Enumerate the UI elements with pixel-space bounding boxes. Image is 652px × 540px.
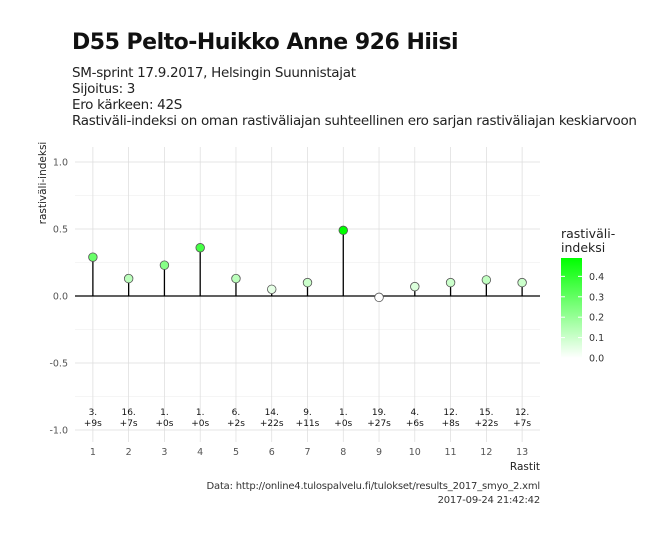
rank-label: 6. bbox=[232, 408, 241, 418]
x-tick-label: 8 bbox=[340, 447, 346, 458]
x-tick-label: 6 bbox=[269, 447, 275, 458]
data-point bbox=[88, 252, 98, 262]
x-tick-label: 9 bbox=[376, 447, 382, 458]
x-tick-label: 4 bbox=[197, 447, 203, 458]
x-axis: 1 2 3 4 5 6 7 8 9 10 11 12 13 bbox=[90, 447, 528, 458]
diff-label: +22s bbox=[475, 419, 499, 429]
rank-label: 16. bbox=[121, 408, 135, 418]
data-point bbox=[159, 260, 170, 270]
data-point bbox=[195, 243, 205, 253]
points bbox=[88, 225, 527, 303]
y-tick-label: 0.5 bbox=[53, 225, 68, 236]
x-tick-label: 3 bbox=[161, 447, 167, 458]
x-tick-label: 2 bbox=[126, 447, 132, 458]
y-tick-label: -0.5 bbox=[49, 359, 68, 370]
diff-label: +6s bbox=[406, 419, 424, 429]
diff-label: +22s bbox=[260, 419, 284, 429]
data-point bbox=[481, 275, 492, 285]
legend-colorbar bbox=[561, 258, 582, 358]
data-point bbox=[374, 292, 384, 303]
data-point bbox=[231, 273, 241, 284]
caption-source: Data: http://online4.tulospalvelu.fi/tul… bbox=[206, 481, 541, 492]
rank-label: 1. bbox=[160, 408, 169, 418]
legend-tick-label: 0.2 bbox=[589, 313, 604, 324]
legend: rastiväli-indeksi 0.4 0.3 0.2 0.1 0.0 bbox=[561, 226, 615, 365]
data-point bbox=[302, 277, 313, 288]
data-point bbox=[410, 281, 420, 292]
y-tick-label: 1.0 bbox=[53, 158, 68, 169]
diff-label: +9s bbox=[84, 419, 102, 429]
rank-label: 12. bbox=[515, 408, 529, 418]
chart-title: D55 Pelto-Huikko Anne 926 Hiisi bbox=[72, 30, 459, 55]
y-axis-label: rastiväli-indeksi bbox=[37, 142, 49, 225]
legend-tick-label: 0.4 bbox=[589, 272, 604, 283]
subtitle-gap: Ero kärkeen: 42S bbox=[72, 97, 183, 113]
rank-label: 9. bbox=[303, 408, 312, 418]
x-tick-label: 13 bbox=[516, 447, 528, 458]
x-tick-label: 7 bbox=[304, 447, 310, 458]
legend-title: rastiväli- bbox=[561, 226, 615, 241]
legend-tick-label: 0.3 bbox=[589, 292, 604, 303]
y-axis: 1.0 0.5 0.0 -0.5 -1.0 bbox=[49, 158, 68, 437]
legend-title: indeksi bbox=[561, 240, 605, 255]
diff-label: +0s bbox=[155, 419, 173, 429]
rank-label: 4. bbox=[411, 408, 420, 418]
diff-label: +7s bbox=[120, 419, 138, 429]
x-tick-label: 11 bbox=[445, 447, 457, 458]
diff-label: +0s bbox=[334, 419, 352, 429]
diff-label: +2s bbox=[227, 419, 245, 429]
data-point bbox=[338, 225, 348, 236]
rank-label: 14. bbox=[265, 408, 279, 418]
rank-label: 19. bbox=[372, 408, 386, 418]
x-tick-label: 10 bbox=[409, 447, 421, 458]
data-point bbox=[517, 277, 527, 288]
y-tick-label: -1.0 bbox=[49, 426, 68, 437]
rank-label: 12. bbox=[443, 408, 457, 418]
caption-timestamp: 2017-09-24 21:42:42 bbox=[437, 495, 541, 506]
x-tick-label: 5 bbox=[233, 447, 239, 458]
diff-label: +27s bbox=[367, 419, 391, 429]
diff-label: +7s bbox=[513, 419, 531, 429]
x-tick-label: 12 bbox=[480, 447, 492, 458]
diff-label: +8s bbox=[442, 419, 460, 429]
data-point bbox=[267, 284, 277, 295]
point-labels: 3.+9s16.+7s1.+0s1.+0s6.+2s14.+22s9.+11s1… bbox=[84, 408, 531, 429]
data-point bbox=[123, 273, 134, 284]
rank-label: 1. bbox=[196, 408, 205, 418]
subtitle-placement: Sijoitus: 3 bbox=[72, 81, 136, 97]
subtitle-event: SM-sprint 17.9.2017, Helsingin Suunnista… bbox=[72, 65, 356, 81]
grid bbox=[75, 147, 540, 442]
rank-label: 3. bbox=[89, 408, 98, 418]
diff-label: +11s bbox=[296, 419, 320, 429]
legend-tick-label: 0.0 bbox=[589, 354, 604, 365]
x-tick-label: 1 bbox=[90, 447, 96, 458]
data-point bbox=[445, 277, 456, 288]
subtitle-description: Rastiväli-indeksi on oman rastiväliajan … bbox=[72, 113, 637, 129]
stems bbox=[92, 230, 523, 298]
legend-tick-label: 0.1 bbox=[589, 333, 604, 344]
diff-label: +0s bbox=[191, 419, 209, 429]
rank-label: 15. bbox=[479, 408, 493, 418]
rank-label: 1. bbox=[339, 408, 348, 418]
x-axis-label: Rastit bbox=[510, 461, 540, 473]
y-tick-label: 0.0 bbox=[53, 292, 68, 303]
